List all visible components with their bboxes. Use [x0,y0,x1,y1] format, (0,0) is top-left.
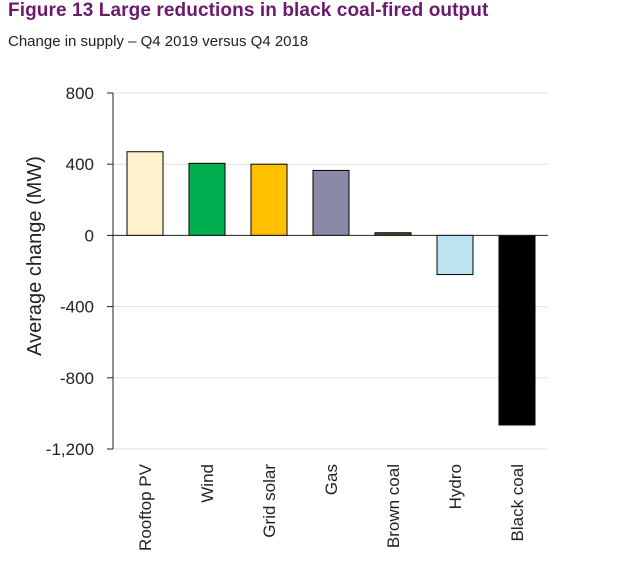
y-axis-label: Average change (MW) [24,156,46,356]
bar [126,151,164,236]
x-category-label: Grid solar [260,464,279,538]
y-tick-label: -400 [60,298,94,317]
bar [188,162,226,236]
x-category-label: Hydro [446,464,465,509]
bar [250,163,288,236]
y-tick-label: 800 [66,84,94,103]
bar [498,234,536,426]
x-category-label: Brown coal [384,464,403,548]
x-category-labels: Rooftop PV Wind Grid solar Gas Brown coal Hyd… [136,463,527,551]
axes [107,92,548,450]
y-tick-label: -1,200 [46,440,94,459]
bar [312,169,350,236]
figure-subtitle: Change in supply – Q4 2019 versus Q4 201… [8,33,309,50]
figure-title: Figure 13 Large reductions in black coal… [8,0,489,21]
y-tick-label: 400 [66,155,94,174]
x-category-label: Black coal [508,464,527,541]
x-category-label: Wind [198,464,217,503]
gridlines [113,92,548,450]
bar [436,234,474,276]
y-tick-label: 0 [85,226,94,245]
x-category-label: Rooftop PV [136,463,155,551]
bars [126,151,536,426]
x-category-label: Gas [322,464,341,495]
y-tick-label: -800 [60,369,94,388]
y-tick-labels: 800 400 0 -400 -800 -1,200 [46,84,94,459]
